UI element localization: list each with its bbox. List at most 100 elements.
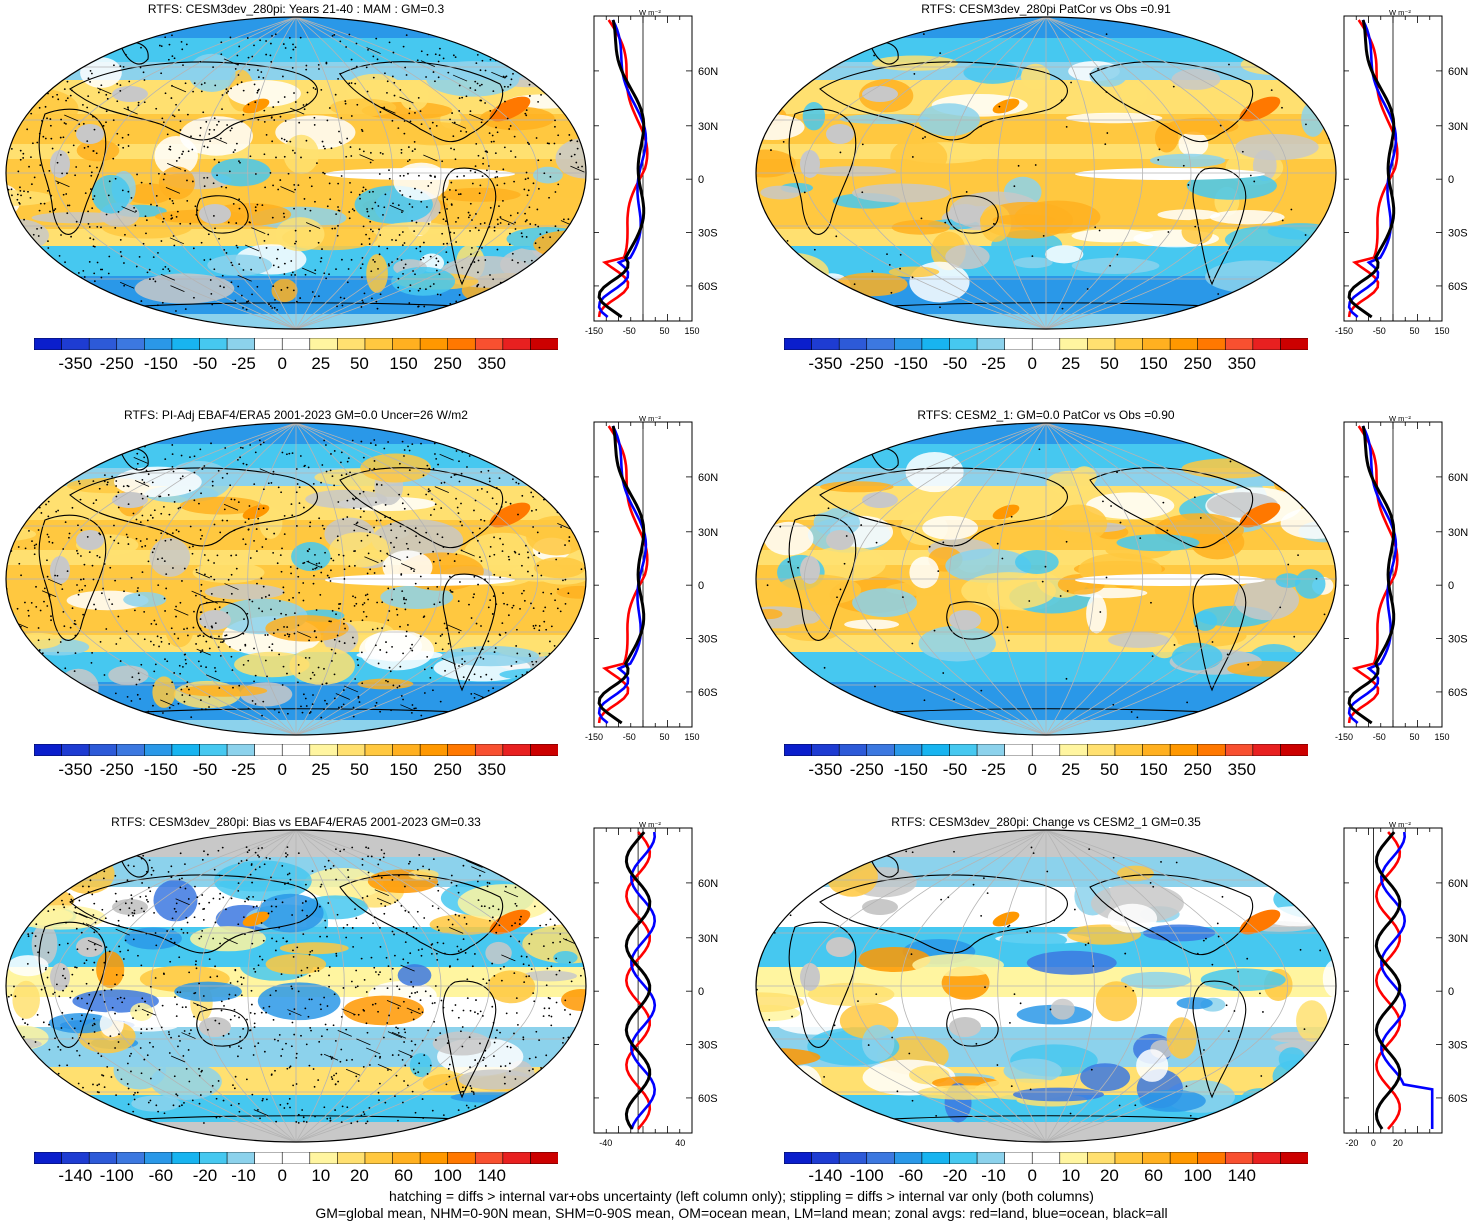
colorbar-swatch — [1087, 338, 1116, 350]
colorbar-swatch — [1059, 338, 1088, 350]
map-p4 — [755, 422, 1337, 736]
zonal-unit-label: W m⁻² — [639, 820, 661, 829]
colorbar-swatch — [811, 1152, 840, 1164]
colorbar-swatch — [838, 1152, 868, 1164]
footer-line-2: GM=global mean, NHM=0-90N mean, SHM=0-90… — [315, 1205, 1168, 1221]
zonal-x-tick-label: 150 — [684, 326, 699, 336]
colorbar-tick-label: 350 — [1227, 354, 1256, 373]
colorbar-tick-label: 0 — [277, 1166, 287, 1185]
colorbar-tick-label: -100 — [99, 1166, 134, 1185]
colorbar-swatch — [1031, 338, 1061, 350]
zonal-lat-tick-label: 0 — [698, 580, 704, 592]
colorbar-swatch — [866, 744, 895, 756]
zonal-lat-tick-label: 60N — [1448, 66, 1468, 78]
panel-title: RTFS: PI-Adj EBAF4/ERA5 2001-2023 GM=0.0… — [124, 408, 468, 422]
zonal-x-tick-label: 50 — [1410, 326, 1420, 336]
map-outline — [5, 422, 587, 736]
colorbar-tick-label: -50 — [192, 760, 218, 779]
colorbar-tick-label: 150 — [1139, 760, 1168, 779]
colorbar-swatch — [1280, 1152, 1308, 1164]
colorbar-swatch — [447, 744, 476, 756]
colorbar-tick-label: 100 — [433, 1166, 462, 1185]
map-p3 — [5, 422, 587, 736]
colorbar-tick-label: 140 — [1227, 1166, 1256, 1185]
zonal-lat-tick-label: 60S — [1448, 281, 1468, 293]
zonal-curve-land — [597, 19, 649, 318]
colorbar-tick-label: 10 — [1061, 1166, 1081, 1185]
zonal-x-tick-label: -150 — [1335, 326, 1353, 336]
zonal-lat-tick-label: 30N — [1448, 527, 1468, 539]
zonal-x-tick-label: 150 — [1434, 326, 1449, 336]
colorbar-tick-label: 50 — [349, 354, 369, 373]
colorbar-swatch — [337, 338, 366, 350]
colorbar-swatch — [474, 744, 504, 756]
colorbar-swatch — [1087, 1152, 1116, 1164]
zonal-curve-all — [597, 425, 646, 725]
colorbar-tick-label: 250 — [433, 354, 462, 373]
zonal-axes — [1343, 827, 1443, 1134]
colorbar-swatch — [502, 338, 532, 350]
colorbar-swatch — [1252, 338, 1282, 350]
zonal-x-tick-label: 150 — [1434, 732, 1449, 742]
colorbar-swatch — [88, 1152, 118, 1164]
colorbar-swatch — [364, 744, 394, 756]
colorbar-tick-label: -50 — [942, 354, 968, 373]
colorbar-tick-label: 50 — [1099, 760, 1119, 779]
colorbar-swatch — [116, 338, 145, 350]
colorbar-tick-label: 350 — [1227, 760, 1256, 779]
colorbar-swatch — [61, 1152, 90, 1164]
colorbar-swatch — [447, 1152, 476, 1164]
colorbar-tick-label: -10 — [231, 1166, 256, 1185]
zonal-plot-p4: W m⁻² 60N 30N 0 30S 60S -150 -50 50 150 — [1335, 414, 1468, 742]
zonal-curve-land — [1347, 19, 1399, 318]
colorbar-swatch — [784, 1152, 813, 1164]
map-p2 — [755, 16, 1337, 330]
colorbar-swatch — [116, 744, 145, 756]
zonal-x-tick-label: 150 — [684, 732, 699, 742]
colorbar-swatch — [171, 338, 201, 350]
map-p5 — [5, 829, 587, 1143]
zonal-lat-tick-label: 60S — [698, 687, 718, 699]
colorbar-swatch — [1224, 338, 1254, 350]
colorbar-swatch — [309, 744, 338, 756]
colorbar-swatch — [530, 744, 558, 756]
colorbar-swatch — [392, 744, 421, 756]
colorbar-tick-label: -250 — [99, 354, 134, 373]
zonal-x-tick-label: 50 — [1410, 732, 1420, 742]
colorbar-tick-label: -25 — [231, 760, 256, 779]
colorbar-swatch — [1031, 1152, 1061, 1164]
colorbar-swatch — [171, 744, 201, 756]
colorbar-swatch — [337, 744, 366, 756]
map-p1 — [5, 16, 587, 330]
colorbar-p2 — [784, 338, 1308, 350]
colorbar-swatch — [419, 1152, 449, 1164]
colorbar-tick-label: -20 — [942, 1166, 968, 1185]
colorbar-swatch — [502, 744, 532, 756]
zonal-x-tick-label: 0 — [1371, 1138, 1376, 1148]
map-p6 — [755, 829, 1337, 1143]
zonal-unit-label: W m⁻² — [639, 414, 661, 423]
colorbar-swatch — [116, 1152, 145, 1164]
colorbar-swatch — [1142, 1152, 1171, 1164]
colorbar-swatch — [1252, 1152, 1282, 1164]
colorbar-swatch — [34, 744, 63, 756]
colorbar-tick-label: 60 — [1144, 1166, 1164, 1185]
zonal-lat-tick-label: 30S — [698, 634, 718, 646]
zonal-lat-tick-label: 30S — [1448, 228, 1468, 240]
colorbar-tick-label: 100 — [1183, 1166, 1212, 1185]
colorbar-swatch — [811, 744, 840, 756]
colorbar-swatch — [88, 338, 118, 350]
zonal-x-tick-label: 40 — [675, 1138, 685, 1148]
colorbar-swatch — [392, 1152, 421, 1164]
colorbar-swatch — [976, 744, 1006, 756]
colorbar-tick-label: 140 — [477, 1166, 506, 1185]
zonal-lat-tick-label: 30S — [698, 1040, 718, 1052]
colorbar-tick-label: 0 — [1027, 760, 1037, 779]
colorbar-swatch — [61, 744, 90, 756]
colorbar-tick-label: -250 — [849, 354, 884, 373]
colorbar-swatch — [254, 338, 283, 350]
zonal-lat-tick-label: 60N — [698, 878, 718, 890]
colorbar-tick-label: 20 — [349, 1166, 369, 1185]
colorbar-tick-label: 250 — [1183, 354, 1212, 373]
colorbar-swatch — [949, 338, 978, 350]
